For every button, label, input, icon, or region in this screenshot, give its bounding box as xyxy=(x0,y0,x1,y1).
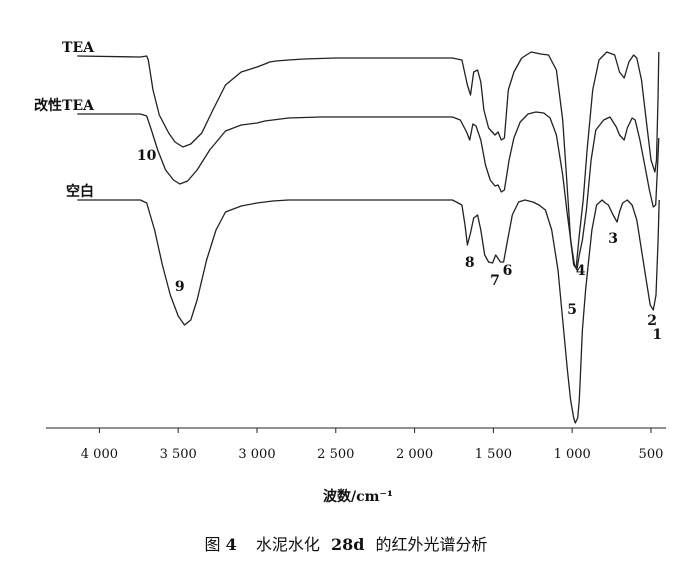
x-axis-title: 波数/cm⁻¹ xyxy=(323,488,393,505)
figure-caption: 图 4 水泥水化 28d 的红外光谱分析 xyxy=(204,535,487,554)
series-label-1: TEA xyxy=(62,40,95,56)
peak-label-9: 9 xyxy=(175,279,185,295)
series-line-3 xyxy=(77,199,660,424)
x-tick-label-2500: 2 500 xyxy=(317,447,354,462)
series-line-1 xyxy=(77,51,660,269)
x-tick-label-2000: 2 000 xyxy=(396,447,433,462)
x-tick-label-1000: 1 000 xyxy=(554,447,591,462)
caption-prefix: 图 xyxy=(204,535,220,554)
x-axis: 4 000 3 500 3 000 2 500 2 000 1 500 1 000 500 xyxy=(46,427,666,462)
peak-label-1: 1 xyxy=(652,327,662,343)
caption-number: 4 xyxy=(226,535,237,554)
caption-bold-part: 28d xyxy=(331,535,364,554)
peak-label-3: 3 xyxy=(608,231,618,247)
series-line-2 xyxy=(77,111,660,271)
series-label-2: 改性TEA xyxy=(34,97,95,114)
x-tick-label-3500: 3 500 xyxy=(160,447,197,462)
peak-label-8: 8 xyxy=(465,255,475,271)
x-tick-label-4000: 4 000 xyxy=(81,447,118,462)
x-tick-label-500: 500 xyxy=(639,447,664,462)
peak-label-2: 2 xyxy=(647,313,657,329)
peak-label-4: 4 xyxy=(576,263,586,279)
series-layer xyxy=(77,51,660,424)
caption-text-1: 水泥水化 xyxy=(256,535,320,554)
peak-label-10: 10 xyxy=(137,148,157,164)
caption-text-2: 的红外光谱分析 xyxy=(375,535,487,554)
peak-label-5: 5 xyxy=(567,302,577,318)
peak-label-7: 7 xyxy=(490,273,500,289)
x-tick-label-1500: 1 500 xyxy=(475,447,512,462)
svg-text:图 4 水泥水化: 图 4 水泥水化 28d 的红外光谱分析 xyxy=(204,535,487,554)
peak-label-6: 6 xyxy=(503,263,513,279)
series-label-3: 空白 xyxy=(66,183,94,200)
x-tick-label-3000: 3 000 xyxy=(238,447,275,462)
label-layer: TEA 改性TEA 空白 12 3 4 5 678 9 10 xyxy=(34,40,662,343)
